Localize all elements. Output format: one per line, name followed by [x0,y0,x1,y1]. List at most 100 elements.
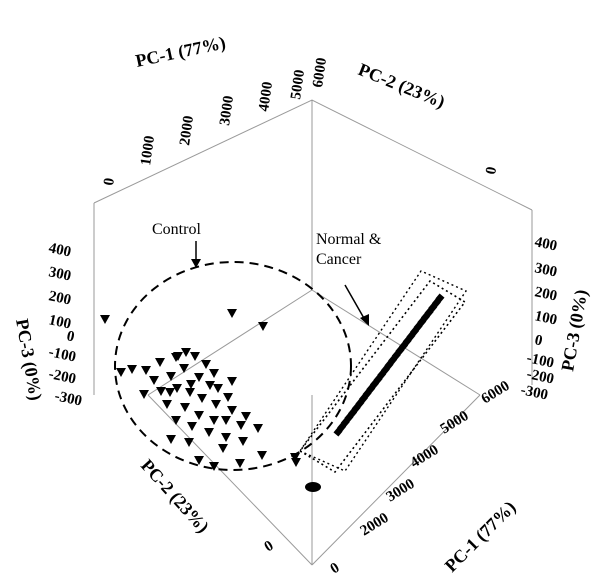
pc3-right-tick: 100 [533,308,558,328]
pc3-right-tick: 200 [533,284,558,304]
pc1-top-tick: 6000 [310,57,330,89]
control-points [100,309,301,471]
control-point [165,388,175,397]
control-point [184,438,194,447]
control-point [194,373,204,382]
control-point [155,358,165,367]
pc2-axis-title-top: PC-2 (23%) [355,59,448,113]
control-label: Control [152,221,201,238]
pc3-left-ticks: 400 300 200 100 0 -100 -200 -300 [47,240,83,409]
control-point [166,372,176,381]
control-point [209,369,219,378]
control-point [223,393,233,402]
control-point [204,428,214,437]
control-point [172,384,182,393]
pc1-bottom-tick: 0 [328,560,343,578]
normal-cancer-enclosure [298,279,467,474]
pc3-axis-title-right: PC-3 (0%) [557,288,592,373]
normal-cancer-label-line2: Cancer [316,251,362,268]
origin-cluster-point [305,482,321,492]
control-point [213,384,223,393]
normal-cancer-label-line1: Normal & [316,231,382,248]
control-point [227,309,237,318]
control-point [227,406,237,415]
control-point [171,416,181,425]
pc3-right-tick: 400 [533,234,558,254]
control-point [201,360,211,369]
control-point [186,380,196,389]
control-point [180,403,190,412]
normal-cancer-point [435,293,445,303]
pc1-axis-title-top: PC-1 (77%) [134,32,228,72]
control-point [116,368,126,377]
control-point [156,387,166,396]
control-point [257,451,267,460]
pc2-bottom-tick: 0 [262,538,277,556]
pc3-left-tick: -300 [53,388,83,409]
pc3-left-tick: -200 [47,366,77,387]
control-point [209,462,219,471]
control-enclosure [114,261,352,471]
control-point [258,322,268,331]
cube-edge-back-left [147,289,313,396]
normal-cancer-arrow [344,284,366,321]
control-point [211,400,221,409]
control-point [100,315,110,324]
control-point [190,352,200,361]
control-point [221,416,231,425]
control-point [141,366,151,375]
control-point [194,411,204,420]
normal-cancer-enclosure-outline [298,270,468,472]
pc2-axis-title-bottom: PC-2 (23%) [136,455,213,537]
normal-cancer-points [305,293,445,492]
control-point [185,388,195,397]
control-point [227,377,237,386]
cube-edge-back-right [311,289,481,396]
cube-edge-top-left [93,99,533,211]
control-point [290,453,300,462]
pc2-top-tick: 0 [483,166,500,176]
control-point [181,348,191,357]
pc1-bottom-tick: 3000 [384,476,418,505]
control-point [236,421,246,430]
control-arrowhead [191,259,201,268]
cube-edge-front-right [311,394,481,566]
pc3-right-tick: 0 [533,332,544,349]
normal-cancer-arrowhead [360,314,369,326]
pc3-right-tick: -100 [525,350,555,371]
pc1-top-tick: 4000 [256,81,276,113]
pc1-bottom-tick: 5000 [438,408,472,437]
control-point [187,422,197,431]
pc3-left-tick: 200 [47,288,72,308]
control-point [194,456,204,465]
control-point [162,400,172,409]
pc3-right-tick: 300 [533,260,558,280]
pc3-left-tick: 400 [47,240,72,260]
control-point [241,412,251,421]
control-point [205,381,215,390]
pc1-axis-title-bottom: PC-1 (77%) [441,497,521,577]
pc3-right-tick: -300 [519,382,549,403]
control-point [173,352,183,361]
control-point [149,376,159,385]
cube-frame [93,99,533,566]
pc3-right-ticks: 400 300 200 100 0 -100 -200 -300 [519,234,558,403]
control-point [291,458,301,467]
pc1-top-tick: 5000 [288,69,308,101]
pc1-bottom-tick: 6000 [479,378,513,407]
control-point [235,459,245,468]
pc1-top-tick: 1000 [138,135,158,167]
control-point [197,394,207,403]
control-point [218,444,228,453]
pc3-left-tick: 300 [47,264,72,284]
pc3-left-tick: 0 [65,328,76,345]
control-point [238,437,248,446]
pc1-top-tick: 2000 [177,115,197,147]
control-point [127,365,137,374]
pc1-top-ticks: 0 1000 2000 3000 4000 5000 6000 [101,57,330,187]
control-point [221,433,231,442]
control-point [179,364,189,373]
pc1-bottom-tick: 4000 [408,442,442,471]
control-point [139,390,149,399]
